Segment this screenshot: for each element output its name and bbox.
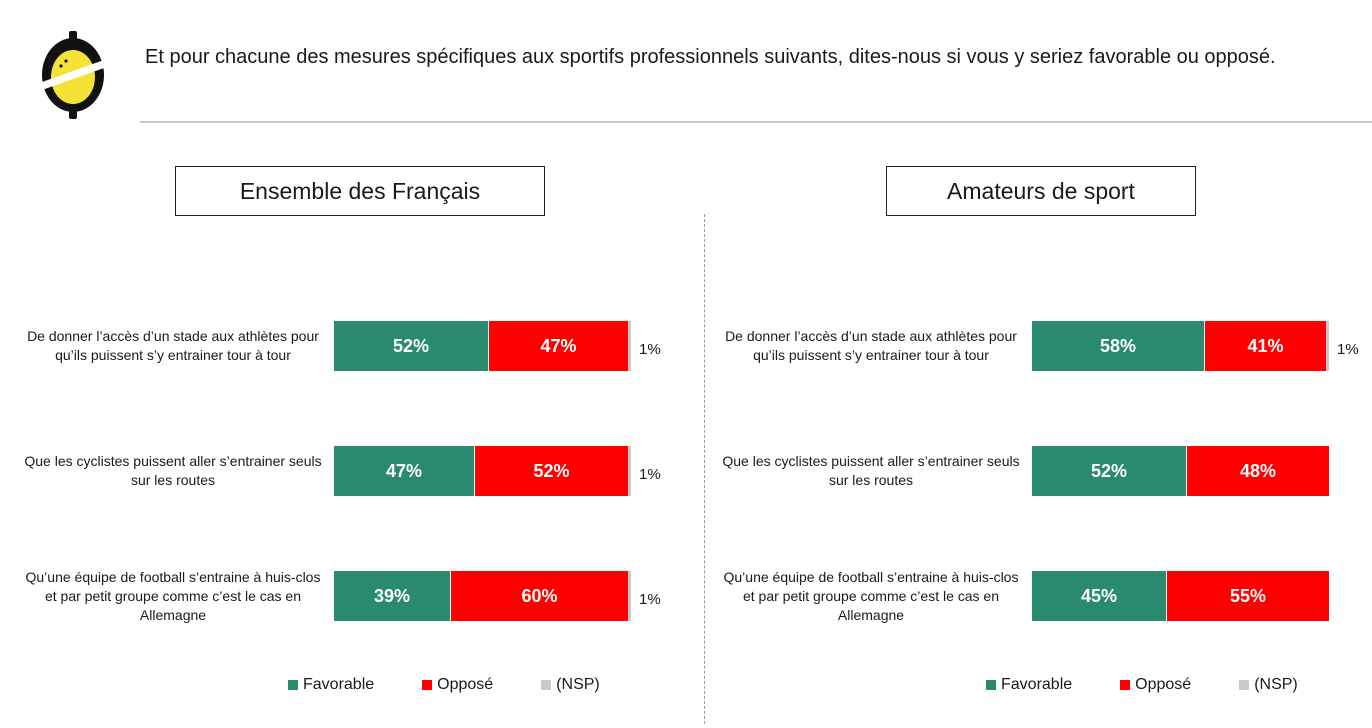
bar-segment-opp: 60% <box>450 571 628 621</box>
stacked-bar: 47% 52% <box>334 446 631 496</box>
row-label: De donner l’accès d’un stade aux athlète… <box>725 328 1017 363</box>
bar-segment-fav: 52% <box>1032 446 1186 496</box>
legend-item-nsp: (NSP) <box>1239 676 1298 694</box>
bar-segment-fav: 47% <box>334 446 474 496</box>
legend-swatch <box>986 680 996 690</box>
row-label: Qu’une équipe de football s’entraine à h… <box>723 568 1019 623</box>
legend-label: Favorable <box>303 676 375 693</box>
stacked-bar: 58% 41% <box>1032 321 1329 371</box>
bar-segment-opp: 52% <box>474 446 628 496</box>
bar-segment-opp: 41% <box>1204 321 1326 371</box>
legend-item-opp: Opposé <box>422 676 493 694</box>
bar-segment-nsp <box>628 446 631 496</box>
header-divider <box>140 121 1372 123</box>
nsp-value-label: 1% <box>639 341 661 358</box>
legend-item-nsp: (NSP) <box>541 676 600 694</box>
legend-label: Opposé <box>1135 676 1192 693</box>
legend-swatch <box>1120 680 1131 690</box>
bar-segment-fav: 45% <box>1032 571 1166 621</box>
nsp-value-label: 1% <box>1337 341 1359 358</box>
row-label: De donner l’accès d’un stade aux athlète… <box>27 328 319 363</box>
legend-swatch <box>541 680 552 690</box>
bar-segment-nsp <box>1326 321 1329 371</box>
row-label: Qu’une équipe de football s’entraine à h… <box>25 568 321 623</box>
bar-segment-opp: 48% <box>1186 446 1329 496</box>
legend-label: (NSP) <box>1254 676 1298 693</box>
question-text: Et pour chacune des mesures spécifiques … <box>145 46 1276 68</box>
chart-title: Amateurs de sport <box>886 166 1196 216</box>
stacked-bar: 52% 47% <box>334 321 631 371</box>
bar-segment-opp: 47% <box>488 321 628 371</box>
legend-swatch <box>422 680 433 690</box>
bar-segment-fav: 39% <box>334 571 450 621</box>
legend-label: (NSP) <box>556 676 600 693</box>
chart-legend: Favorable Opposé (NSP) <box>986 676 1298 694</box>
bar-segment-fav: 58% <box>1032 321 1204 371</box>
bar-segment-nsp <box>628 321 631 371</box>
stacked-bar: 45% 55% <box>1032 571 1329 621</box>
row-label: Que les cyclistes puissent aller s’entra… <box>722 453 1020 488</box>
nsp-value-label: 1% <box>639 466 661 483</box>
logo-icon <box>42 31 104 119</box>
stacked-bar: 39% 60% <box>334 571 631 621</box>
row-label: Que les cyclistes puissent aller s’entra… <box>24 453 322 488</box>
chart-title: Ensemble des Français <box>175 166 545 216</box>
panel-divider <box>704 214 705 724</box>
legend-item-opp: Opposé <box>1120 676 1191 694</box>
chart-legend: Favorable Opposé (NSP) <box>288 676 600 694</box>
bar-segment-opp: 55% <box>1166 571 1329 621</box>
legend-item-fav: Favorable <box>986 676 1072 694</box>
legend-swatch <box>288 680 298 690</box>
legend-item-fav: Favorable <box>288 676 374 694</box>
legend-label: Opposé <box>437 676 494 693</box>
legend-swatch <box>1239 680 1250 690</box>
nsp-value-label: 1% <box>639 591 661 608</box>
bar-segment-nsp <box>628 571 631 621</box>
bar-segment-fav: 52% <box>334 321 488 371</box>
legend-label: Favorable <box>1001 676 1073 693</box>
stacked-bar: 52% 48% <box>1032 446 1329 496</box>
